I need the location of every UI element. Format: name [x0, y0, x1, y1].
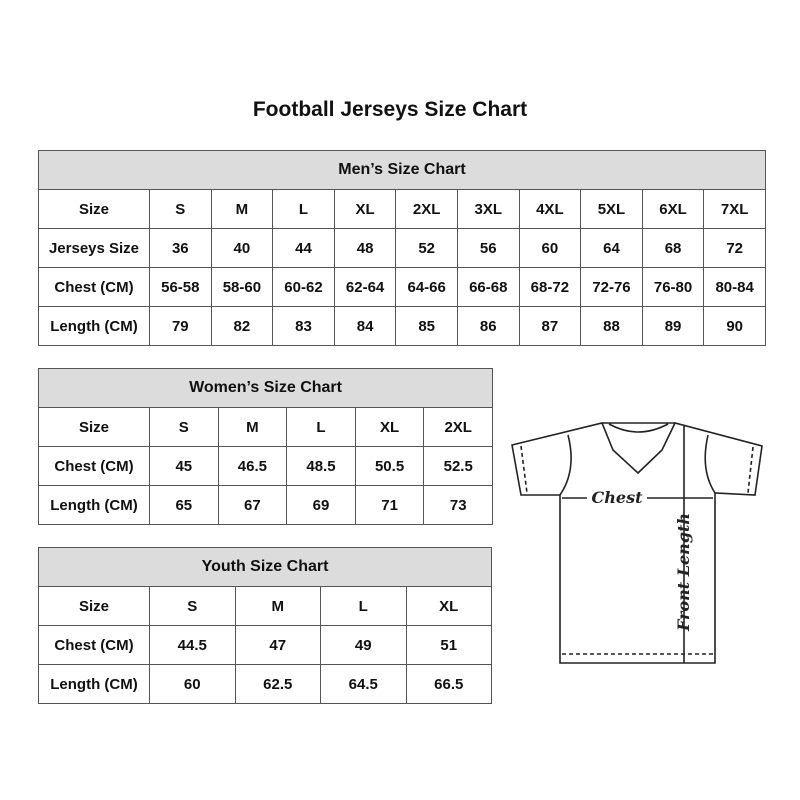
- table-cell: 89: [641, 306, 705, 346]
- table-cell: 86: [456, 306, 520, 346]
- table-cell: 40: [210, 228, 274, 268]
- table-cell: S: [149, 189, 212, 229]
- table-cell: L: [272, 189, 335, 229]
- table-cell: 69: [286, 485, 356, 525]
- table-cell: 7XL: [703, 189, 766, 229]
- table-cell: 79: [149, 306, 212, 346]
- row-label: Length (CM): [38, 485, 150, 525]
- table-cell: 64-66: [395, 267, 458, 307]
- row-label: Chest (CM): [38, 625, 150, 665]
- jersey-outline: [511, 422, 763, 664]
- table-cell: 47: [234, 625, 321, 665]
- womens-size-table: Women’s Size Chart Size S M L XL 2XL Chest (CM)…: [37, 368, 494, 525]
- table-cell: 5XL: [580, 189, 643, 229]
- table-cell: L: [320, 586, 407, 626]
- row-label: Length (CM): [38, 664, 150, 704]
- table-cell: 6XL: [641, 189, 705, 229]
- table-cell: 72-76: [580, 267, 643, 307]
- table-row: Size S M L XL 2XL 3XL 4XL 5XL 6XL 7XL: [38, 189, 766, 229]
- table-cell: 85: [395, 306, 458, 346]
- table-cell: S: [149, 407, 219, 447]
- table-row: Chest (CM) 44.5 47 49 51: [38, 625, 493, 665]
- row-label: Chest (CM): [38, 446, 150, 486]
- table-cell: 60: [518, 228, 582, 268]
- table-cell: 56: [456, 228, 520, 268]
- table-row: Length (CM) 79 82 83 84 85 86 87 88 89 90: [38, 306, 766, 346]
- table-cell: 87: [518, 306, 582, 346]
- table-cell: 48.5: [286, 446, 356, 486]
- table-cell: 64.5: [320, 664, 407, 704]
- table-cell: 68: [641, 228, 705, 268]
- table-cell: 64: [580, 228, 643, 268]
- table-title: Men’s Size Chart: [38, 150, 766, 190]
- row-label: Length (CM): [38, 306, 150, 346]
- table-cell: 56-58: [149, 267, 212, 307]
- table-cell: L: [286, 407, 356, 447]
- table-cell: S: [149, 586, 236, 626]
- table-cell: 60-62: [272, 267, 335, 307]
- table-cell: 2XL: [395, 189, 458, 229]
- table-cell: XL: [333, 189, 397, 229]
- table-cell: 65: [149, 485, 219, 525]
- table-cell: M: [234, 586, 321, 626]
- table-cell: 90: [703, 306, 766, 346]
- table-cell: 84: [333, 306, 397, 346]
- table-cell: 62.5: [234, 664, 321, 704]
- table-cell: 2XL: [423, 407, 494, 447]
- table-cell: 58-60: [210, 267, 274, 307]
- row-label: Chest (CM): [38, 267, 150, 307]
- table-cell: 66.5: [405, 664, 493, 704]
- table-row: Size S M L XL 2XL: [38, 407, 494, 447]
- row-label: Size: [38, 189, 150, 229]
- table-cell: 76-80: [641, 267, 705, 307]
- table-cell: 51: [405, 625, 493, 665]
- table-cell: 52.5: [423, 446, 494, 486]
- table-cell: M: [217, 407, 288, 447]
- collar: [602, 422, 675, 433]
- table-row: Chest (CM) 56-58 58-60 60-62 62-64 64-66 66-68…: [38, 267, 766, 307]
- table-cell: 72: [703, 228, 766, 268]
- table-title: Women’s Size Chart: [37, 368, 494, 408]
- table-cell: XL: [354, 407, 425, 447]
- row-label: Size: [38, 586, 150, 626]
- table-cell: XL: [405, 586, 493, 626]
- page-title: Football Jerseys Size Chart: [252, 98, 528, 121]
- table-cell: 52: [395, 228, 458, 268]
- table-row: Size S M L XL: [38, 586, 493, 626]
- jersey-diagram: Chest Front Length: [511, 422, 763, 664]
- table-cell: 66-68: [456, 267, 520, 307]
- table-cell: 3XL: [456, 189, 520, 229]
- table-cell: 60: [149, 664, 236, 704]
- table-cell: 4XL: [518, 189, 582, 229]
- table-cell: 44: [272, 228, 335, 268]
- mens-size-table: Men’s Size Chart Size S M L XL 2XL 3XL 4XL 5XL 6XL…: [38, 150, 766, 346]
- row-label: Size: [38, 407, 150, 447]
- table-cell: 68-72: [518, 267, 582, 307]
- table-cell: 88: [580, 306, 643, 346]
- table-cell: 71: [354, 485, 425, 525]
- table-cell: 45: [149, 446, 219, 486]
- table-cell: 36: [149, 228, 212, 268]
- table-cell: 44.5: [149, 625, 236, 665]
- table-cell: 48: [333, 228, 397, 268]
- youth-size-table: Youth Size Chart Size S M L XL Chest (CM) 44.5 4…: [37, 547, 493, 704]
- table-cell: 82: [210, 306, 274, 346]
- table-cell: 46.5: [217, 446, 288, 486]
- table-title: Youth Size Chart: [37, 547, 493, 587]
- table-cell: 83: [272, 306, 335, 346]
- front-length-label: Front Length: [674, 513, 693, 632]
- table-cell: M: [210, 189, 274, 229]
- table-cell: 73: [423, 485, 494, 525]
- chest-label: Chest: [592, 488, 644, 507]
- table-cell: 49: [320, 625, 407, 665]
- table-row: Length (CM) 65 67 69 71 73: [38, 485, 494, 525]
- table-row: Length (CM) 60 62.5 64.5 66.5: [38, 664, 493, 704]
- table-cell: 80-84: [703, 267, 766, 307]
- table-cell: 67: [217, 485, 288, 525]
- table-row: Jerseys Size 36 40 44 48 52 56 60 64 68 72: [38, 228, 766, 268]
- table-cell: 50.5: [354, 446, 425, 486]
- table-cell: 62-64: [333, 267, 397, 307]
- table-row: Chest (CM) 45 46.5 48.5 50.5 52.5: [38, 446, 494, 486]
- row-label: Jerseys Size: [38, 228, 150, 268]
